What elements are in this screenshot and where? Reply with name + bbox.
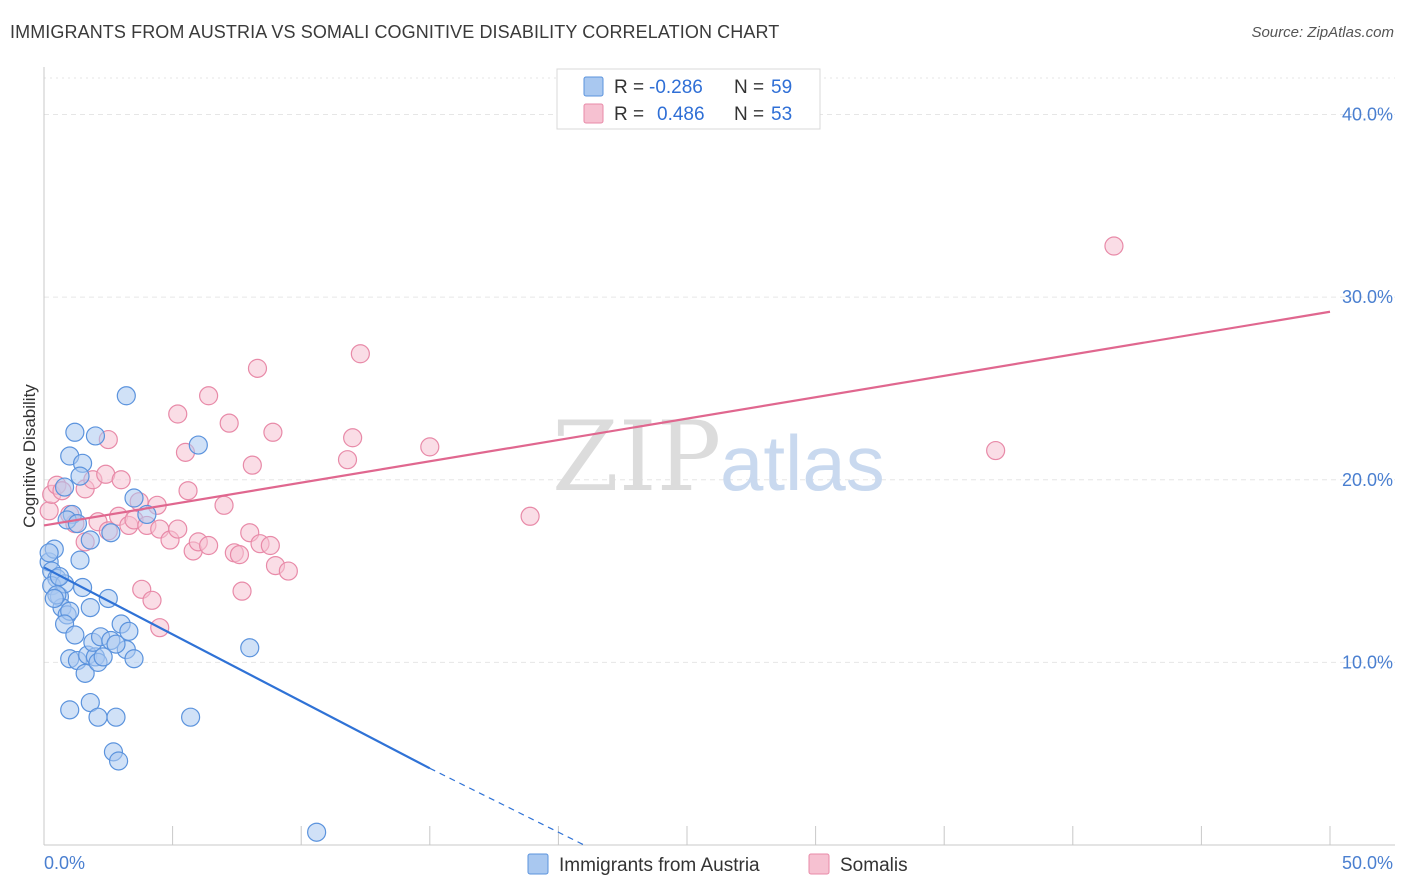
austria-point <box>65 625 85 645</box>
somali-point <box>219 413 239 433</box>
somali-point <box>420 437 440 457</box>
bottom-legend-label-somali: Somalis <box>840 855 908 876</box>
legend-n-label: N = <box>734 104 764 125</box>
austria-point <box>80 530 100 550</box>
somali-point <box>520 506 540 526</box>
legend-r-value: -0.286 <box>649 77 703 98</box>
austria-point <box>106 634 126 654</box>
somali-point <box>168 519 188 539</box>
legend-n-value: 59 <box>771 77 792 98</box>
austria-point <box>108 751 129 771</box>
austria-point <box>101 523 121 543</box>
somali-point <box>350 344 370 364</box>
austria-point <box>85 426 106 446</box>
y-tick-label: 20.0% <box>1342 470 1393 490</box>
legend-n-label: N = <box>734 77 764 98</box>
watermark-atlas: atlas <box>720 419 885 507</box>
austria-point <box>119 621 139 641</box>
somali-point <box>214 495 234 515</box>
legend-r-label: R = <box>614 77 644 98</box>
bottom-legend: Immigrants from Austria Somalis <box>527 853 908 876</box>
chart-title: IMMIGRANTS FROM AUSTRIA VS SOMALI COGNIT… <box>10 22 780 42</box>
austria-point <box>124 488 144 508</box>
somali-point <box>1104 236 1124 256</box>
series-somalis <box>39 236 1124 638</box>
legend-r-label: R = <box>614 104 644 125</box>
austria-point <box>70 466 90 486</box>
somali-point <box>199 386 219 406</box>
bottom-legend-swatch-austria <box>527 853 549 875</box>
austria-point <box>80 597 100 618</box>
somali-point <box>278 561 298 581</box>
gridlines <box>44 77 1395 663</box>
legend-n-value: 53 <box>771 104 792 125</box>
austria-point <box>240 638 260 658</box>
source-label: Source: ZipAtlas.com <box>1251 24 1394 41</box>
legend-swatch-austria <box>583 76 604 97</box>
austria-point <box>124 649 144 669</box>
somali-point <box>168 404 188 424</box>
somali-point <box>260 535 280 556</box>
austria-point <box>54 477 75 497</box>
austria-point <box>67 513 88 534</box>
somali-point <box>142 590 162 610</box>
austria-point <box>70 550 90 570</box>
bottom-legend-swatch-somali <box>808 853 830 875</box>
austria-point <box>307 822 327 842</box>
austria-point <box>181 707 201 727</box>
regression-lines <box>43 310 1331 846</box>
somali-point <box>111 470 131 490</box>
somali-point <box>39 501 59 521</box>
austria-point <box>44 588 64 609</box>
austria-point <box>75 663 95 683</box>
austria-point <box>106 707 126 727</box>
x-tick-label-max: 50.0% <box>1342 853 1393 873</box>
somali-point <box>178 481 198 501</box>
y-tick-label: 10.0% <box>1342 652 1393 672</box>
bottom-legend-label-austria: Immigrants from Austria <box>559 855 760 876</box>
austria-point <box>39 543 59 563</box>
somali-point <box>247 358 268 378</box>
somali-point <box>986 440 1006 461</box>
austria-point <box>116 386 136 406</box>
x-tick-label-min: 0.0% <box>44 853 85 873</box>
austria-point <box>65 422 85 442</box>
legend: R = -0.286 N = 59 R = 0.486 N = 53 <box>556 68 821 130</box>
austria-regression-line <box>43 566 431 770</box>
somali-regression-line <box>43 310 1331 527</box>
y-tick-label: 40.0% <box>1342 105 1393 125</box>
austria-point <box>188 435 208 455</box>
somali-point <box>343 428 363 448</box>
y-axis-label: Cognitive Disability <box>20 384 39 528</box>
austria-point <box>88 707 108 727</box>
somali-point <box>229 545 250 565</box>
austria-point <box>60 700 80 720</box>
austria-point <box>93 647 113 667</box>
somali-point <box>263 422 283 442</box>
somali-point <box>199 535 219 556</box>
legend-swatch-somali <box>583 103 604 124</box>
austria-regression-extension <box>429 767 585 846</box>
axes <box>43 67 1395 846</box>
somali-point <box>242 455 262 475</box>
y-tick-label: 30.0% <box>1342 287 1393 307</box>
legend-r-value: 0.486 <box>657 104 705 125</box>
tick-labels: 10.0% 20.0% 30.0% 40.0% 0.0% 50.0% <box>44 105 1393 873</box>
somali-point <box>337 450 358 470</box>
watermark-zip: ZIP <box>552 401 721 513</box>
somali-point <box>232 581 252 601</box>
